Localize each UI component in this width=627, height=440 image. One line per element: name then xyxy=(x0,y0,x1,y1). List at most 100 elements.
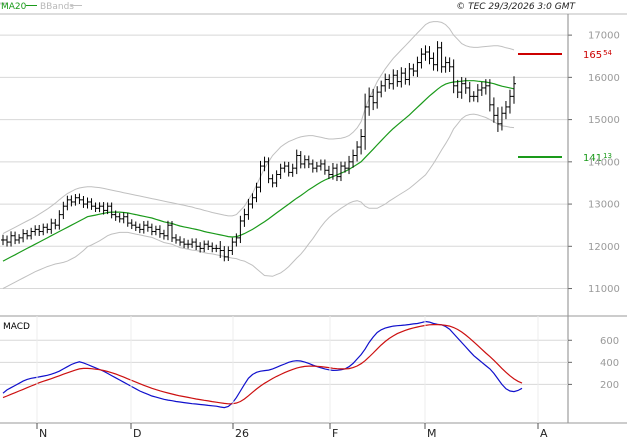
price-bar xyxy=(149,223,154,236)
price-bar xyxy=(343,161,348,173)
level-value-main: 141 xyxy=(583,153,602,164)
month-tick-label: A xyxy=(540,427,548,440)
price-bar xyxy=(258,160,263,193)
month-tick-label: F xyxy=(332,427,338,440)
price-bar xyxy=(463,77,468,94)
price-bar xyxy=(435,41,440,72)
price-bar xyxy=(190,238,195,248)
price-bar xyxy=(347,155,352,175)
price-bar xyxy=(234,233,239,247)
price-bar xyxy=(165,220,170,241)
price-bar xyxy=(407,62,412,86)
price-bar xyxy=(41,223,46,236)
price-bar xyxy=(194,238,199,251)
x-axis: N D 26 F M A xyxy=(36,316,548,440)
price-bar xyxy=(218,241,223,258)
price-bar xyxy=(17,234,22,244)
price-bar xyxy=(5,235,10,247)
price-bar xyxy=(334,163,339,182)
price-bar xyxy=(169,221,174,242)
price-bar xyxy=(387,74,392,89)
resistance-label: 16554 xyxy=(583,49,613,61)
price-bar xyxy=(512,76,516,104)
price-bar xyxy=(326,165,331,179)
price-bar xyxy=(395,70,400,87)
price-bar xyxy=(310,159,315,173)
price-bar xyxy=(65,195,70,211)
macd-lines xyxy=(2,320,523,409)
price-bar xyxy=(157,225,162,238)
price-bar xyxy=(403,67,408,85)
price-bar xyxy=(182,238,187,249)
price-bar xyxy=(286,161,291,177)
month-tick-label: N xyxy=(39,427,47,440)
price-bar xyxy=(447,57,452,72)
price-bar xyxy=(471,91,476,102)
price-bar xyxy=(367,87,372,116)
macd-title: MACD xyxy=(3,322,30,332)
price-bar xyxy=(222,246,227,262)
price-bar xyxy=(202,240,207,253)
price-bar xyxy=(125,213,130,227)
price-bar xyxy=(459,77,464,99)
month-tick-label: 26 xyxy=(235,427,249,440)
price-bar xyxy=(25,229,30,240)
month-tick-label: D xyxy=(133,427,141,440)
price-bar xyxy=(266,157,271,184)
price-tick-label: 16000 xyxy=(588,73,620,84)
price-bar xyxy=(503,101,508,120)
ma20-path xyxy=(2,80,515,262)
price-tick-label: 17000 xyxy=(588,31,620,42)
price-bar xyxy=(399,67,404,88)
price-bar xyxy=(431,52,436,71)
price-bar xyxy=(491,97,496,123)
price-bar xyxy=(351,149,356,168)
price-bar xyxy=(186,239,191,249)
price-tick-label: 14000 xyxy=(588,157,620,168)
price-tick-label: 13000 xyxy=(588,200,620,211)
price-bar xyxy=(359,129,364,155)
copyright-label: © TEC 29/3/2026 3:0 GMT xyxy=(456,2,576,12)
price-bar xyxy=(411,63,416,77)
price-bar xyxy=(73,194,78,206)
price-bar xyxy=(206,240,211,251)
price-bar xyxy=(298,151,303,169)
price-bar xyxy=(475,84,480,103)
price-levels: 16554 14113 xyxy=(518,49,613,164)
price-bar xyxy=(415,56,420,77)
month-tick-label: M xyxy=(427,427,437,440)
price-bar xyxy=(318,159,323,171)
bbands-lower-line xyxy=(2,113,515,289)
price-bar xyxy=(242,208,247,227)
price-bar xyxy=(121,212,126,224)
price-bar xyxy=(330,162,335,180)
header-background xyxy=(0,0,627,14)
price-bar xyxy=(178,236,183,246)
price-bar xyxy=(45,223,50,234)
bollinger-bands xyxy=(2,21,515,289)
price-bar xyxy=(278,163,283,179)
price-bar xyxy=(21,229,26,243)
price-bar xyxy=(306,155,311,169)
price-bar xyxy=(109,202,114,219)
price-bar xyxy=(81,196,86,208)
legend-ma20: MA20 xyxy=(1,2,27,12)
price-bar xyxy=(145,220,150,232)
price-bar xyxy=(483,79,488,95)
price-bar xyxy=(294,149,299,175)
price-bar xyxy=(314,161,319,173)
price-bar xyxy=(423,45,428,61)
price-bar xyxy=(379,80,384,98)
price-bar xyxy=(214,244,219,253)
price-bar xyxy=(427,46,432,65)
price-bar xyxy=(85,197,90,209)
price-bar xyxy=(290,163,295,177)
price-bar xyxy=(302,155,307,169)
price-bar xyxy=(495,107,500,132)
price-bar xyxy=(455,79,460,99)
price-bar xyxy=(9,231,14,247)
price-bar xyxy=(77,193,82,204)
price-bar xyxy=(1,234,5,246)
price-bar xyxy=(338,161,343,182)
price-bar xyxy=(117,213,122,223)
